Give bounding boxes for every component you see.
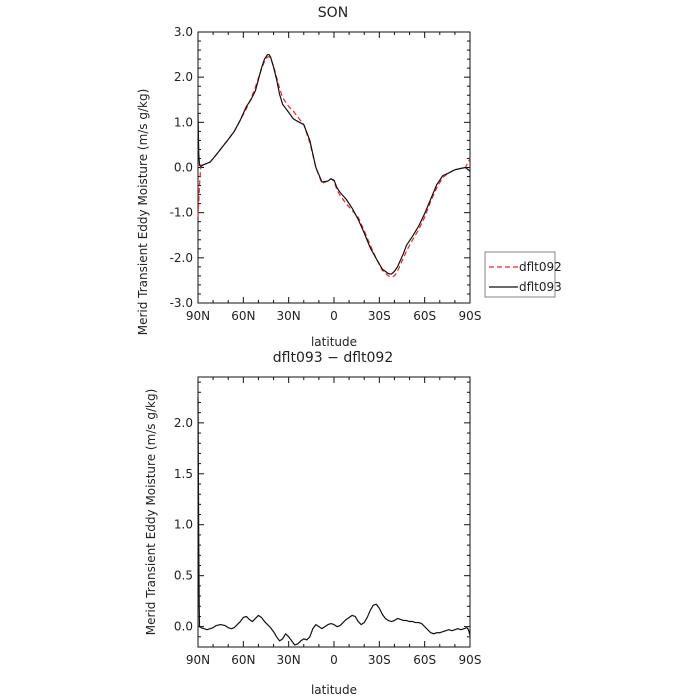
bottom-panel-title: dflt093 − dflt092: [273, 350, 393, 366]
top-panel-title: SON: [318, 5, 348, 21]
top-ytick-label: 3.0: [174, 25, 193, 39]
top-ytick-label: 2.0: [174, 70, 193, 84]
top-xtick-label: 30N: [277, 309, 301, 323]
bottom-xtick-label: 60S: [413, 653, 436, 667]
bottom-series-line-0: [197, 397, 471, 646]
top-xtick-label: 90N: [186, 309, 210, 323]
top-ytick-label: -1.0: [170, 206, 193, 220]
top-ytick-label: -3.0: [170, 296, 193, 310]
bottom-plot-area: 90N 60N 30N 0 30S 60S 90S 0.0 0.5 1.0 1.5 2.0: [174, 376, 482, 667]
bottom-ytick-label: 0.5: [174, 569, 193, 583]
top-xtick-label: 30S: [368, 309, 391, 323]
bottom-ytick-label: 1.5: [174, 467, 193, 481]
legend-label-dflt093: dflt093: [519, 280, 562, 294]
bottom-plot-frame: [197, 376, 471, 648]
top-xtick-label: 60S: [413, 309, 436, 323]
top-panel: SON 90N 60N 30N 0 30S 60S 90S -3.0 -2.0 -1.0 0.0 1.…: [136, 5, 562, 349]
bottom-ytick-label: 2.0: [174, 416, 193, 430]
top-xtick-label: 90S: [459, 309, 482, 323]
top-ytick-label: -2.0: [170, 251, 193, 265]
top-ylabel: Merid Transient Eddy Moisture (m/s g/kg): [136, 89, 150, 336]
bottom-ytick-label: 0.0: [174, 620, 193, 634]
series-line-dflt092: [197, 56, 471, 278]
bottom-ytick-label: 1.0: [174, 518, 193, 532]
series-line-dflt093: [197, 53, 471, 275]
bottom-xtick-label: 90S: [459, 653, 482, 667]
top-plot-frame: [197, 31, 471, 304]
bottom-xtick-label: 30S: [368, 653, 391, 667]
bottom-xtick-label: 30N: [277, 653, 301, 667]
bottom-panel: dflt093 − dflt092 90N 60N 30N 0 30S 60S 90S 0.0…: [144, 350, 481, 697]
top-xtick-label: 0: [330, 309, 338, 323]
top-xtick-label: 60N: [231, 309, 255, 323]
bottom-xtick-label: 60N: [231, 653, 255, 667]
legend-label-dflt092: dflt092: [519, 260, 562, 274]
bottom-xtick-label: 90N: [186, 653, 210, 667]
bottom-xtick-label: 0: [330, 653, 338, 667]
top-ytick-label: 1.0: [174, 115, 193, 129]
legend-box: [484, 251, 556, 298]
top-ytick-label: 0.0: [174, 161, 193, 175]
top-legend: dflt092 dflt093: [484, 251, 562, 298]
bottom-ylabel: Merid Transient Eddy Moisture (m/s g/kg): [144, 389, 158, 636]
top-xlabel: latitude: [311, 335, 357, 349]
bottom-xlabel: latitude: [311, 683, 357, 697]
top-plot-area: 90N 60N 30N 0 30S 60S 90S -3.0 -2.0 -1.0 0.0 1.0 2.0…: [170, 25, 482, 323]
